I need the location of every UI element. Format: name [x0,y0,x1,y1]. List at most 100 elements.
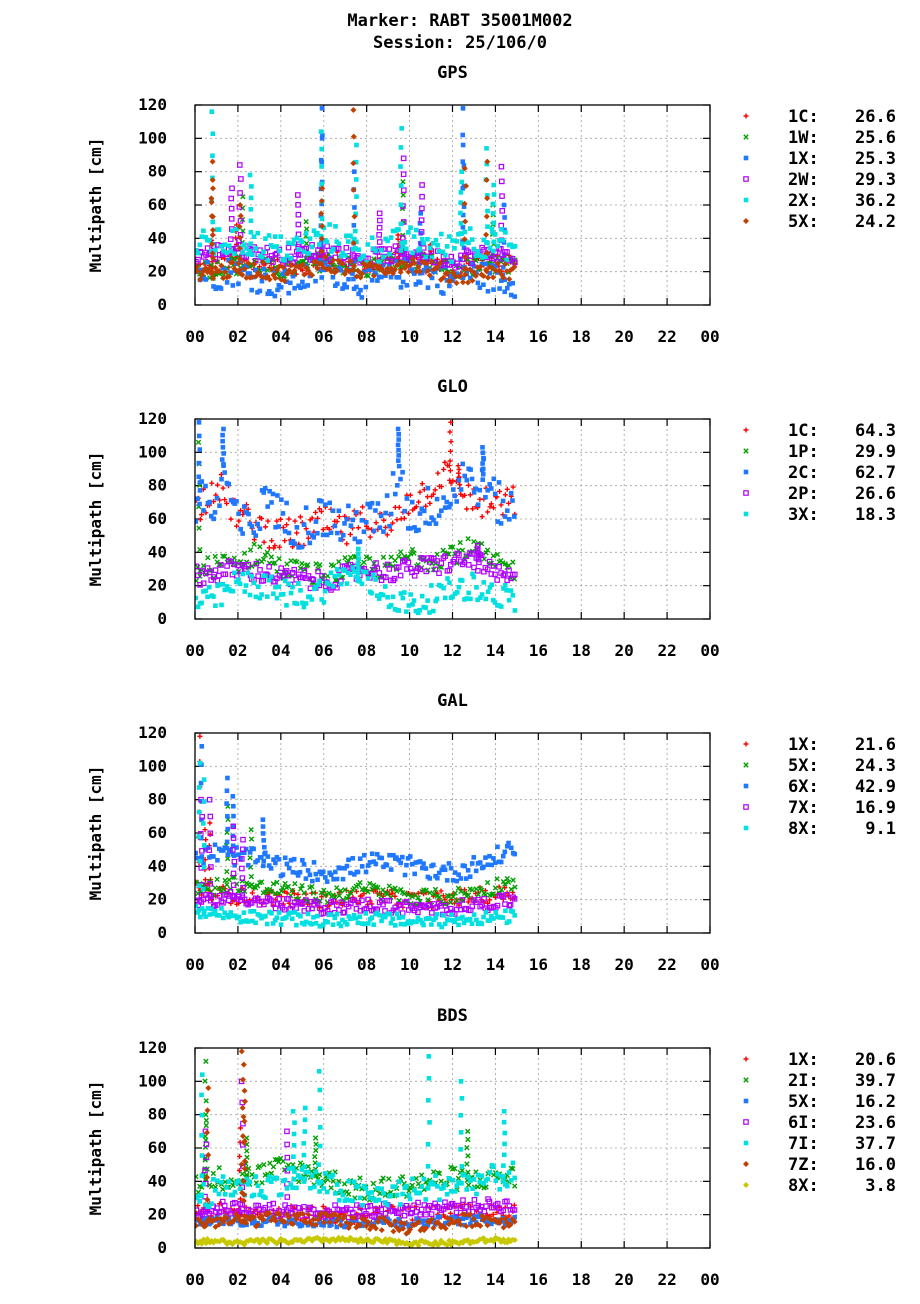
data-point [249,890,255,896]
data-point [353,177,359,182]
data-point [417,246,422,251]
data-point [282,529,288,534]
data-point [270,491,276,497]
data-point [491,182,497,188]
data-point [409,546,416,553]
data-point [354,142,359,148]
data-point [363,1211,369,1217]
data-point [301,862,307,867]
data-point [378,1227,385,1234]
data-point [263,236,268,241]
data-point [350,565,356,570]
data-point [457,1216,463,1222]
data-point [447,429,453,435]
data-point [418,229,425,235]
data-point [497,488,503,494]
data-point [501,1174,506,1179]
data-point [512,884,518,890]
data-point [465,536,471,542]
data-point [436,248,442,254]
data-point [313,519,319,524]
data-point [492,600,498,605]
data-point [427,521,432,526]
data-point [232,1189,238,1195]
data-point [367,504,373,510]
data-point [490,274,497,281]
data-point [199,817,204,823]
data-point [217,913,222,918]
data-point [391,266,398,273]
data-point [321,267,327,273]
data-point [432,566,439,573]
data-point [299,1223,305,1228]
data-point [330,508,336,514]
data-point [284,861,290,867]
data-point [504,891,510,898]
data-point [261,1161,267,1168]
data-point [437,1197,442,1203]
data-point [209,268,216,275]
data-point [461,1211,468,1218]
data-point [282,1177,288,1183]
data-point [369,235,375,240]
data-point [207,813,214,820]
x-tick-label: 14 [486,955,505,974]
data-point [231,858,238,865]
data-point [475,891,481,898]
data-point [257,544,263,550]
data-point [461,163,467,168]
data-point [319,146,325,152]
data-point [271,591,276,597]
data-point [203,252,209,258]
data-point [381,529,386,534]
data-point [260,259,267,266]
legend-label: 6X: [788,777,819,797]
data-point [210,275,217,282]
data-point [458,221,464,226]
data-point [444,1220,450,1226]
series-3x [195,546,518,616]
data-point [313,509,319,515]
data-point [392,885,398,891]
data-point [502,514,508,519]
data-point [199,1193,204,1199]
data-point [340,876,346,882]
data-point [321,600,327,605]
data-point [394,1192,400,1198]
data-point [251,1192,257,1198]
data-point [373,560,379,566]
data-point [333,1191,338,1196]
data-point [305,1163,311,1170]
data-point [230,835,237,841]
data-point [276,584,282,590]
data-point [224,801,229,806]
data-point [313,1141,319,1147]
data-point [483,550,489,556]
data-point [270,259,276,265]
data-point [510,484,516,490]
data-point [334,876,340,882]
data-point [226,914,232,920]
data-point [264,549,271,556]
data-point [211,516,216,522]
data-point [415,1199,421,1206]
data-point [307,872,313,878]
data-point [276,555,282,562]
data-point [365,501,371,507]
data-point [489,226,495,232]
data-point [258,879,265,885]
data-point [423,503,429,509]
legend-marker [743,1098,749,1104]
data-point [458,876,464,881]
data-point [351,1179,357,1185]
data-point [334,885,340,891]
data-point [220,485,226,491]
legend-label: 3X: [788,505,819,525]
y-axis-label: Multipath [cm] [86,138,105,273]
data-point [465,867,471,873]
data-point [224,855,231,862]
data-point [410,1176,415,1182]
data-point [357,1175,363,1181]
data-point [196,420,202,425]
data-point [506,1213,512,1219]
